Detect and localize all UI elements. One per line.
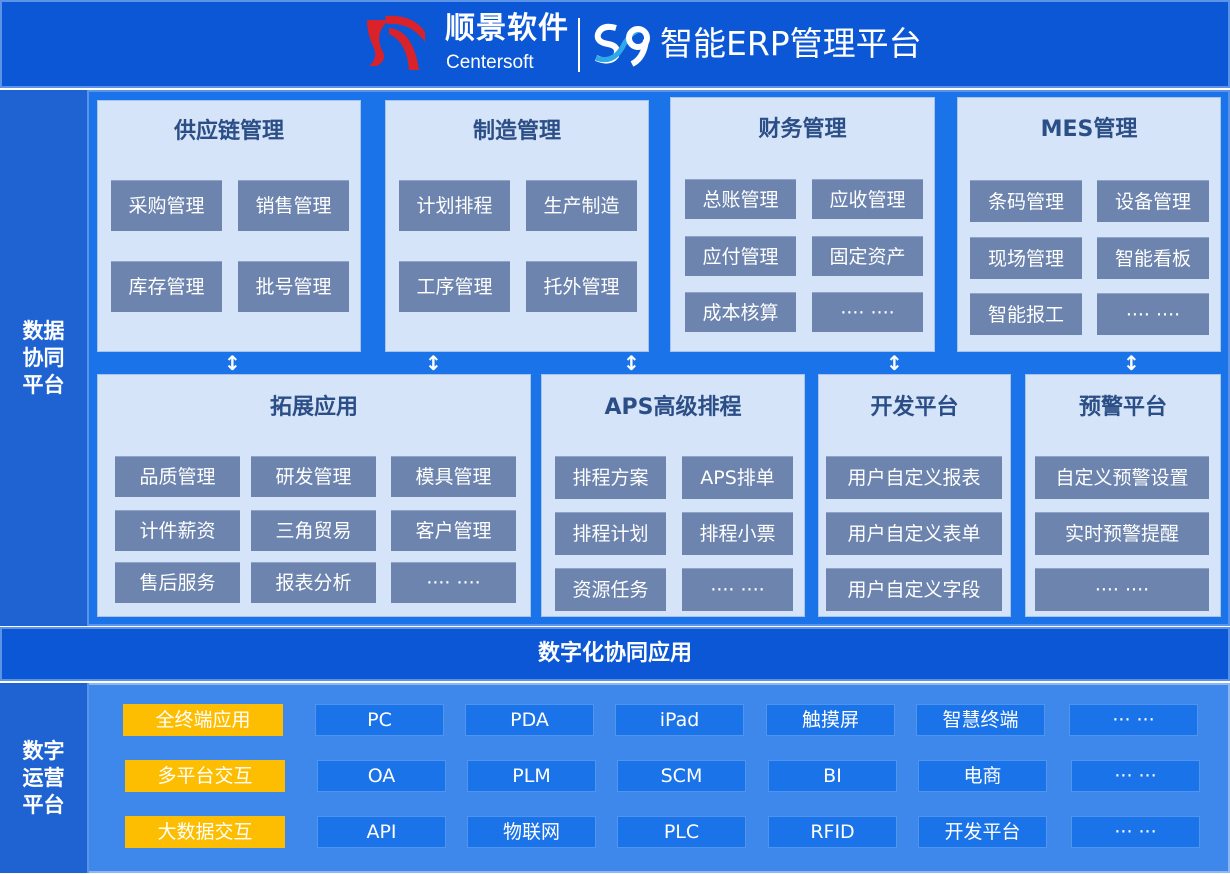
ops-category-label: 大数据交互 <box>125 816 285 848</box>
module-item[interactable]: 应付管理 <box>685 236 796 276</box>
module-item[interactable]: 三角贸易 <box>251 510 376 551</box>
module-item[interactable]: 托外管理 <box>526 261 637 312</box>
module-item[interactable]: 智能看板 <box>1097 237 1209 279</box>
module-item[interactable]: 售后服务 <box>115 562 240 603</box>
module-item[interactable]: 用户自定义表单 <box>826 512 1002 555</box>
module-item[interactable]: 品质管理 <box>115 456 240 497</box>
module-item[interactable]: 智能报工 <box>970 293 1082 335</box>
ops-category-label: 全终端应用 <box>123 704 283 736</box>
module-item[interactable]: 研发管理 <box>251 456 376 497</box>
bidirectional-arrow-icon: ↕ <box>623 351 640 375</box>
digital-collaboration-band: 数字化协同应用 <box>0 627 1230 681</box>
module-item[interactable]: 实时预警提醒 <box>1035 512 1209 555</box>
module-item[interactable]: 总账管理 <box>685 179 796 219</box>
ops-item[interactable]: 电商 <box>918 760 1047 792</box>
ops-item[interactable]: ··· ··· <box>1069 704 1198 736</box>
module-item[interactable]: ···· ···· <box>391 562 516 603</box>
ops-item[interactable]: PLC <box>617 816 746 848</box>
module-item[interactable]: ···· ···· <box>812 292 923 332</box>
ops-item[interactable]: 触摸屏 <box>766 704 895 736</box>
module-item[interactable]: 库存管理 <box>111 261 222 312</box>
module-item[interactable]: ···· ···· <box>1035 568 1209 611</box>
module-item[interactable]: 模具管理 <box>391 456 516 497</box>
s9-logo-icon <box>594 23 650 67</box>
ops-item[interactable]: SCM <box>617 760 746 792</box>
module-title: 制造管理 <box>472 119 561 144</box>
module-item[interactable]: 排程计划 <box>555 512 666 555</box>
module-title: 财务管理 <box>758 117 847 142</box>
ops-item[interactable]: 开发平台 <box>918 816 1047 848</box>
module-item[interactable]: 设备管理 <box>1097 180 1209 222</box>
module-item[interactable]: 现场管理 <box>970 237 1082 279</box>
module-title: 预警平台 <box>1078 395 1167 420</box>
ops-item[interactable]: ··· ··· <box>1071 816 1200 848</box>
module-item[interactable]: 报表分析 <box>251 562 376 603</box>
module-item[interactable]: 销售管理 <box>238 180 349 231</box>
module-item[interactable]: 批号管理 <box>238 261 349 312</box>
module-title: MES管理 <box>1040 117 1138 142</box>
module-item[interactable]: 应收管理 <box>812 179 923 219</box>
ops-item[interactable]: PLM <box>467 760 596 792</box>
ops-item[interactable]: RFID <box>768 816 897 848</box>
module-item[interactable]: 排程小票 <box>682 512 793 555</box>
module-item[interactable]: 用户自定义报表 <box>826 456 1002 499</box>
module-item[interactable]: ···· ···· <box>682 568 793 611</box>
module-item[interactable]: 客户管理 <box>391 510 516 551</box>
ops-item[interactable]: iPad <box>615 704 744 736</box>
ops-item[interactable]: PC <box>315 704 444 736</box>
module-item[interactable]: 条码管理 <box>970 180 1082 222</box>
ops-item[interactable]: 智慧终端 <box>916 704 1045 736</box>
module-item[interactable]: 成本核算 <box>685 292 796 332</box>
module-item[interactable]: 采购管理 <box>111 180 222 231</box>
bidirectional-arrow-icon: ↕ <box>224 351 241 375</box>
ops-item[interactable]: ··· ··· <box>1071 760 1200 792</box>
ops-item[interactable]: BI <box>768 760 897 792</box>
module-title: 拓展应用 <box>269 395 358 420</box>
module-item[interactable]: 排程方案 <box>555 456 666 499</box>
module-item[interactable]: 资源任务 <box>555 568 666 611</box>
module-item[interactable]: 自定义预警设置 <box>1035 456 1209 499</box>
module-item[interactable]: 生产制造 <box>526 180 637 231</box>
brand-name-en: Centersoft <box>446 52 534 73</box>
brand-name: 顺景软件 <box>445 11 569 46</box>
ops-item[interactable]: API <box>317 816 446 848</box>
module-item[interactable]: ···· ···· <box>1097 293 1209 335</box>
side-label-data-collaboration: 数据 协同 平台 <box>0 90 89 626</box>
centersoft-logo-icon <box>367 15 425 70</box>
header-divider <box>578 18 580 72</box>
module-item[interactable]: 用户自定义字段 <box>826 568 1002 611</box>
module-title: 供应链管理 <box>173 119 284 144</box>
side-label-digital-operations: 数字 运营 平台 <box>0 683 89 873</box>
module-title: 开发平台 <box>870 395 959 420</box>
module-item[interactable]: 计件薪资 <box>115 510 240 551</box>
ops-category-label: 多平台交互 <box>125 760 285 792</box>
module-item[interactable]: 工序管理 <box>399 261 510 312</box>
ops-item[interactable]: OA <box>317 760 446 792</box>
bidirectional-arrow-icon: ↕ <box>1123 351 1140 375</box>
bidirectional-arrow-icon: ↕ <box>886 351 903 375</box>
module-item[interactable]: 固定资产 <box>812 236 923 276</box>
bidirectional-arrow-icon: ↕ <box>425 351 442 375</box>
ops-item[interactable]: 物联网 <box>467 816 596 848</box>
module-item[interactable]: 计划排程 <box>399 180 510 231</box>
module-item[interactable]: APS排单 <box>682 456 793 499</box>
ops-item[interactable]: PDA <box>465 704 594 736</box>
platform-title: 智能ERP管理平台 <box>660 24 922 63</box>
module-title: APS高级排程 <box>604 395 742 420</box>
